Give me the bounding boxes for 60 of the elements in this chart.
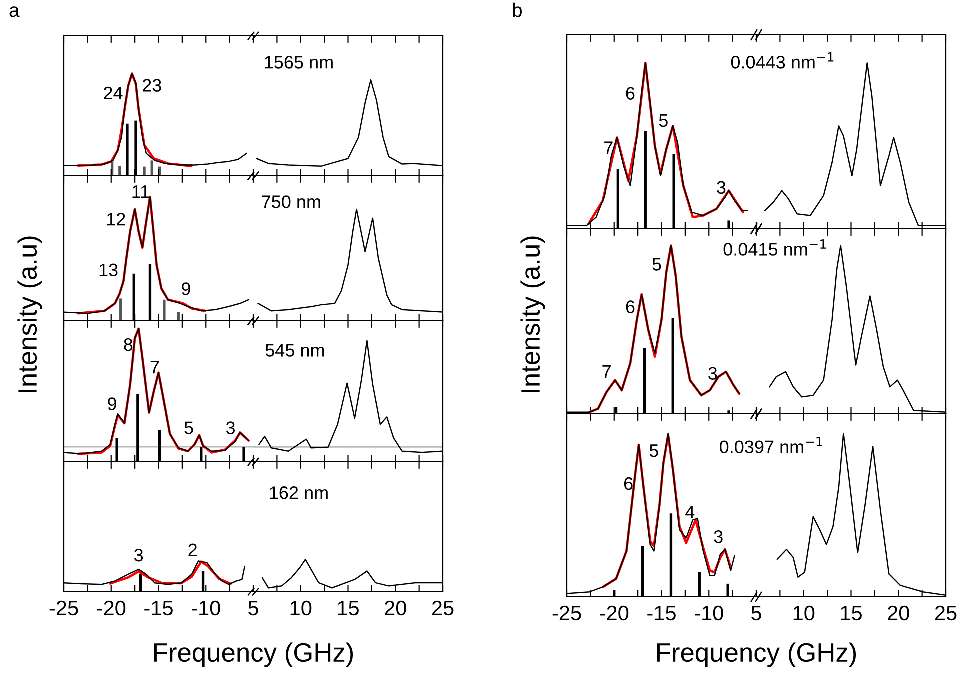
x-tick-label: 5	[248, 601, 258, 616]
annotation: 6	[626, 300, 635, 314]
annotation: 3	[134, 548, 144, 562]
x-tick-label: -25	[552, 606, 582, 621]
x-tick-label: 10	[290, 600, 312, 616]
bar	[120, 298, 122, 321]
annotation: 7	[602, 366, 611, 378]
chart-title: a	[10, 6, 20, 18]
text: 162 nm	[270, 486, 328, 500]
annotation: 0.0443 nm$^{−1}$	[731, 52, 834, 69]
annotation: 6	[626, 87, 635, 100]
y-axis-title: Intensity (a.u)	[520, 236, 546, 392]
x-tick-label: 10	[794, 606, 815, 621]
annotation: 7	[604, 142, 613, 154]
annotation: 8	[124, 338, 133, 352]
x-tick-label: 25	[935, 606, 957, 621]
x-tick-label: -20	[97, 600, 126, 616]
y-axis-title: Intensity (a.u)	[18, 236, 42, 392]
x-axis-title: Frequency (GHz)	[657, 642, 856, 668]
x-tick-label: -10	[192, 600, 220, 616]
x-tick-label: 20	[888, 606, 910, 621]
annotation: 3	[226, 422, 235, 434]
annotation: 5	[652, 258, 662, 271]
annotation: 545 nm	[266, 344, 324, 357]
annotation: 0.0415 nm$^{−1}$	[724, 240, 826, 256]
bar	[150, 160, 154, 176]
x-tick-label: -15	[648, 606, 676, 621]
x-tick-label: 25	[432, 600, 454, 616]
annotation: 0.0397 nm$^{−1}$	[720, 437, 822, 454]
x-axis-title: Frequency (GHz)	[154, 642, 354, 668]
annotation: 24	[104, 86, 123, 100]
annotation: 3	[708, 367, 718, 380]
annotation: 13	[100, 264, 118, 277]
annotation: 7	[150, 361, 160, 374]
bar	[143, 166, 146, 176]
text: 750 nm	[262, 196, 320, 208]
text: 1565 nm	[265, 56, 333, 69]
chart-title: b	[513, 2, 522, 18]
annotation: 3	[717, 181, 726, 194]
x-tick-label: 5	[752, 606, 762, 621]
x-tick-label: -20	[600, 606, 629, 621]
annotation: 11	[132, 186, 150, 198]
x-tick-label: 20	[385, 600, 406, 616]
annotation: 4	[686, 506, 695, 518]
x-tick-label: 15	[841, 606, 862, 621]
x-tick-label: 15	[338, 601, 359, 616]
x-tick-label: -25	[50, 600, 78, 616]
annotation: 3	[714, 530, 723, 544]
bar	[163, 300, 166, 321]
x-tick-label: -10	[694, 606, 724, 621]
annotation: 9	[108, 398, 116, 410]
annotation: 5	[184, 422, 194, 434]
annotation: 6	[624, 477, 633, 490]
annotation: 23	[142, 79, 162, 92]
text: 2	[188, 544, 197, 556]
annotation: 9	[182, 282, 190, 296]
annotation: 12	[107, 213, 126, 226]
annotation: 5	[659, 114, 668, 128]
x-tick-label: -15	[144, 601, 173, 616]
annotation: 5	[650, 444, 658, 458]
